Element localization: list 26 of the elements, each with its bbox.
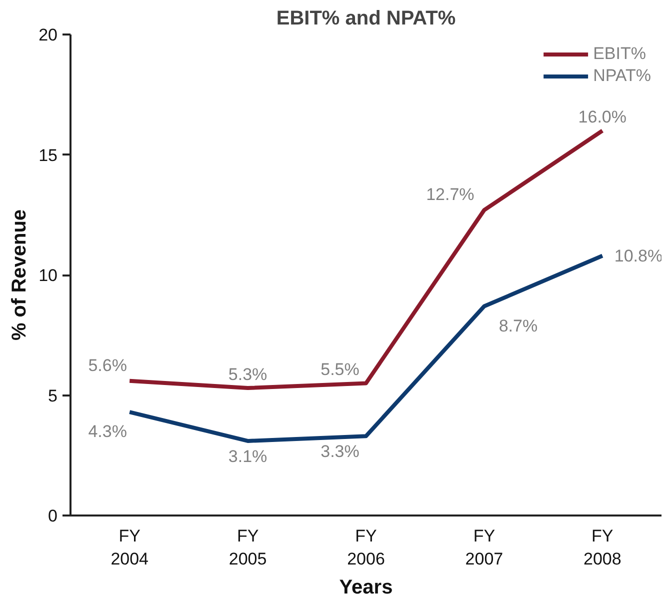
x-tick-label: FY 2008 bbox=[583, 526, 622, 568]
x-tick-label: FY 2007 bbox=[465, 526, 504, 568]
y-tick-label: 0 bbox=[48, 506, 58, 526]
chart-title: EBIT% and NPAT% bbox=[276, 8, 456, 30]
data-label: 4.3% bbox=[88, 422, 127, 442]
y-tick-label: 5 bbox=[48, 386, 58, 406]
x-axis-title: Years bbox=[339, 576, 393, 598]
y-tick-label: 20 bbox=[38, 26, 58, 44]
x-tick-label: FY 2006 bbox=[347, 526, 385, 568]
y-tick-label: 10 bbox=[38, 266, 58, 285]
y-axis-title: % of Revenue bbox=[8, 209, 31, 341]
data-label: 5.3% bbox=[228, 365, 268, 384]
data-label: 3.1% bbox=[228, 446, 268, 466]
data-label: 5.5% bbox=[320, 360, 360, 380]
data-label: 8.7% bbox=[498, 316, 538, 336]
data-label: 12.7% bbox=[426, 185, 474, 204]
data-label: 3.3% bbox=[320, 442, 360, 462]
data-label: 16.0% bbox=[578, 108, 626, 127]
x-tick-label: FY 2004 bbox=[110, 526, 149, 568]
line-series bbox=[128, 254, 604, 443]
legend-label: NPAT% bbox=[593, 66, 651, 86]
line-series bbox=[128, 128, 604, 390]
legend-label: EBIT% bbox=[593, 44, 646, 64]
y-tick-label: 15 bbox=[38, 146, 58, 165]
x-tick-label: FY 2005 bbox=[228, 526, 267, 568]
data-label: 5.6% bbox=[88, 356, 127, 375]
